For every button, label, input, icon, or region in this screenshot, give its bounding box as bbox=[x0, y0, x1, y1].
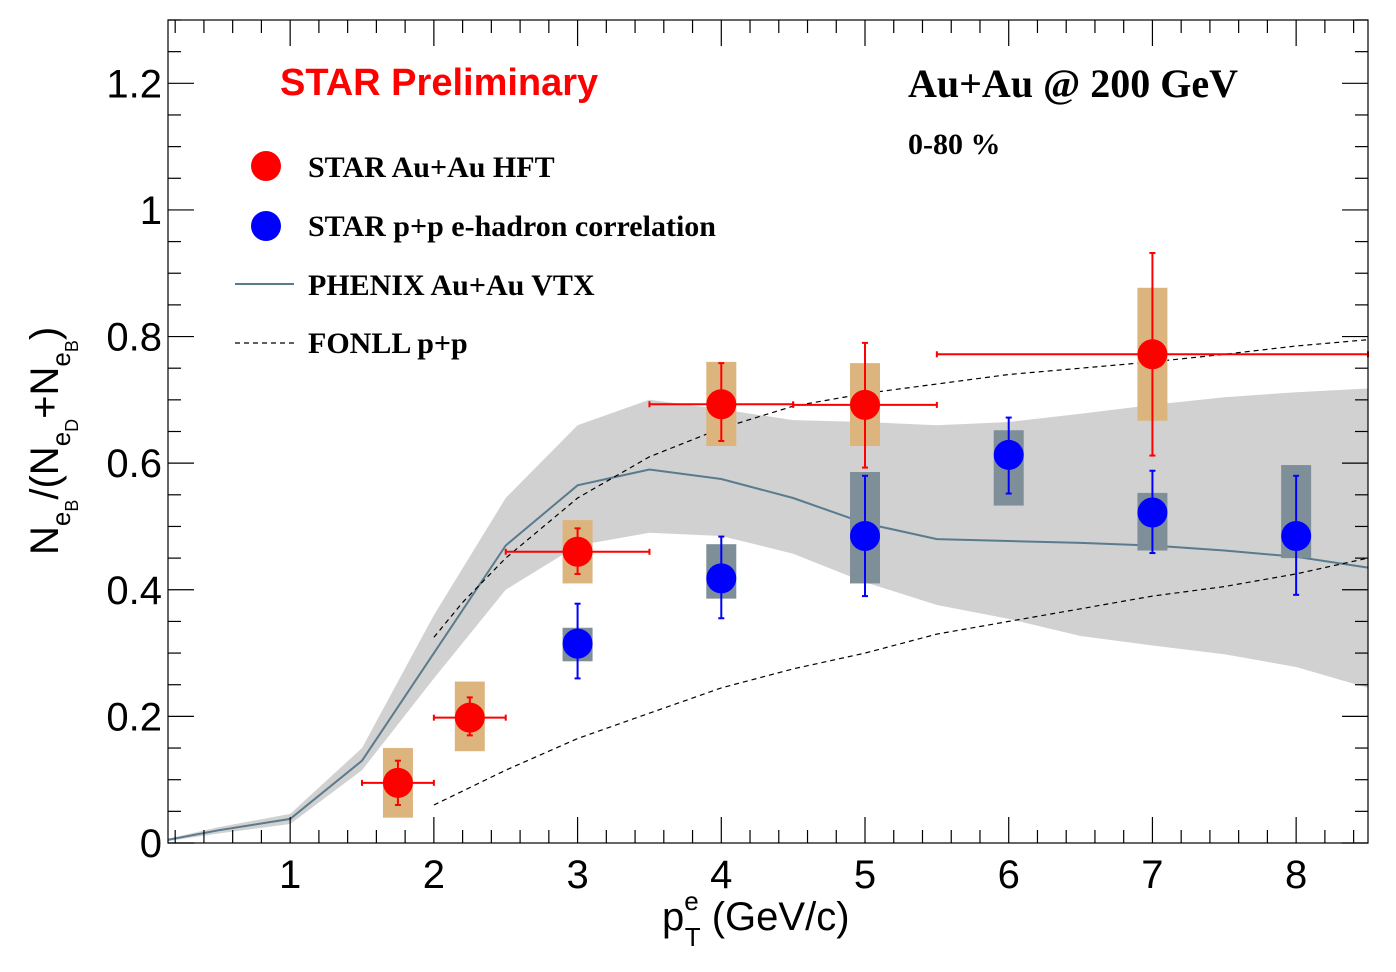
y-axis-title-e3: e bbox=[46, 352, 76, 366]
fonll-curve-lower bbox=[433, 557, 1369, 806]
point-auau-0 bbox=[382, 767, 413, 798]
y-axis-title-close: ) bbox=[23, 327, 67, 340]
y-axis-title-n1: N bbox=[23, 526, 67, 555]
legend: STAR Au+Au HFT STAR p+p e-hadron correla… bbox=[235, 151, 716, 360]
y-tick-label-1: 0.2 bbox=[106, 695, 162, 739]
x-tick-label-0: 1 bbox=[279, 853, 301, 897]
point-pp-0 bbox=[562, 628, 593, 659]
x-tick-label-5: 6 bbox=[998, 853, 1020, 897]
point-auau-4 bbox=[850, 389, 881, 420]
point-auau-3 bbox=[706, 389, 737, 420]
x-tick-label-2: 3 bbox=[566, 853, 588, 897]
y-axis-title-b3: B bbox=[62, 340, 82, 352]
x-axis-title-sup: e bbox=[684, 886, 698, 916]
point-pp-1 bbox=[706, 563, 737, 594]
y-tick-label-5: 1 bbox=[140, 189, 162, 233]
point-pp-2 bbox=[850, 520, 881, 551]
collision-system-label: Au+Au @ 200 GeV bbox=[908, 61, 1238, 106]
axis-ticks: 0 0.2 0.4 0.6 0.8 1 1.2 1 2 3 4 5 6 7 8 bbox=[106, 19, 1368, 897]
legend-label-star-pp: STAR p+p e-hadron correlation bbox=[308, 210, 716, 243]
x-tick-label-1: 2 bbox=[423, 853, 445, 897]
x-axis-title-unit: (GeV/c) bbox=[701, 895, 850, 939]
y-tick-label-2: 0.4 bbox=[106, 569, 162, 613]
legend-label-phenix: PHENIX Au+Au VTX bbox=[308, 269, 595, 302]
x-axis-title-main: p bbox=[662, 895, 684, 939]
y-axis-title-plus: +N bbox=[23, 367, 67, 419]
phenix-uncertainty-band-layer bbox=[168, 388, 1368, 842]
y-axis-title-d2: D bbox=[62, 419, 82, 432]
centrality-label: 0-80 % bbox=[908, 128, 1001, 161]
y-axis-title-b1: B bbox=[62, 500, 82, 512]
y-axis-title-e2: e bbox=[46, 432, 76, 446]
y-tick-label-6: 1.2 bbox=[106, 62, 162, 106]
point-auau-1 bbox=[454, 702, 485, 733]
y-tick-label-4: 0.8 bbox=[106, 316, 162, 360]
y-axis-title: NeB/(NeD+NeB) bbox=[23, 327, 82, 555]
x-tick-label-7: 8 bbox=[1285, 853, 1307, 897]
y-tick-label-0: 0 bbox=[140, 822, 162, 866]
x-tick-label-4: 5 bbox=[854, 853, 876, 897]
x-axis-title: pe T (GeV/c) bbox=[662, 886, 850, 952]
legend-marker-star-pp bbox=[251, 211, 281, 241]
legend-label-fonll: FONLL p+p bbox=[308, 327, 468, 360]
x-tick-label-6: 7 bbox=[1141, 853, 1163, 897]
y-axis-title-e1: e bbox=[46, 512, 76, 526]
y-axis-title-slash: /(N bbox=[23, 446, 67, 499]
point-auau-2 bbox=[562, 536, 593, 567]
legend-label-star-auau: STAR Au+Au HFT bbox=[308, 151, 555, 184]
phenix-band bbox=[168, 388, 1368, 842]
y-tick-label-3: 0.6 bbox=[106, 442, 162, 486]
preliminary-label: STAR Preliminary bbox=[280, 62, 598, 104]
point-auau-5 bbox=[1137, 339, 1168, 370]
point-pp-4 bbox=[1137, 497, 1168, 528]
x-axis-title-sub: T bbox=[685, 922, 701, 952]
point-pp-3 bbox=[993, 439, 1024, 470]
point-pp-5 bbox=[1281, 520, 1312, 551]
legend-marker-star-auau bbox=[251, 151, 281, 181]
x-tick-label-3: 4 bbox=[710, 853, 732, 897]
data-marker-layer bbox=[361, 251, 1369, 818]
